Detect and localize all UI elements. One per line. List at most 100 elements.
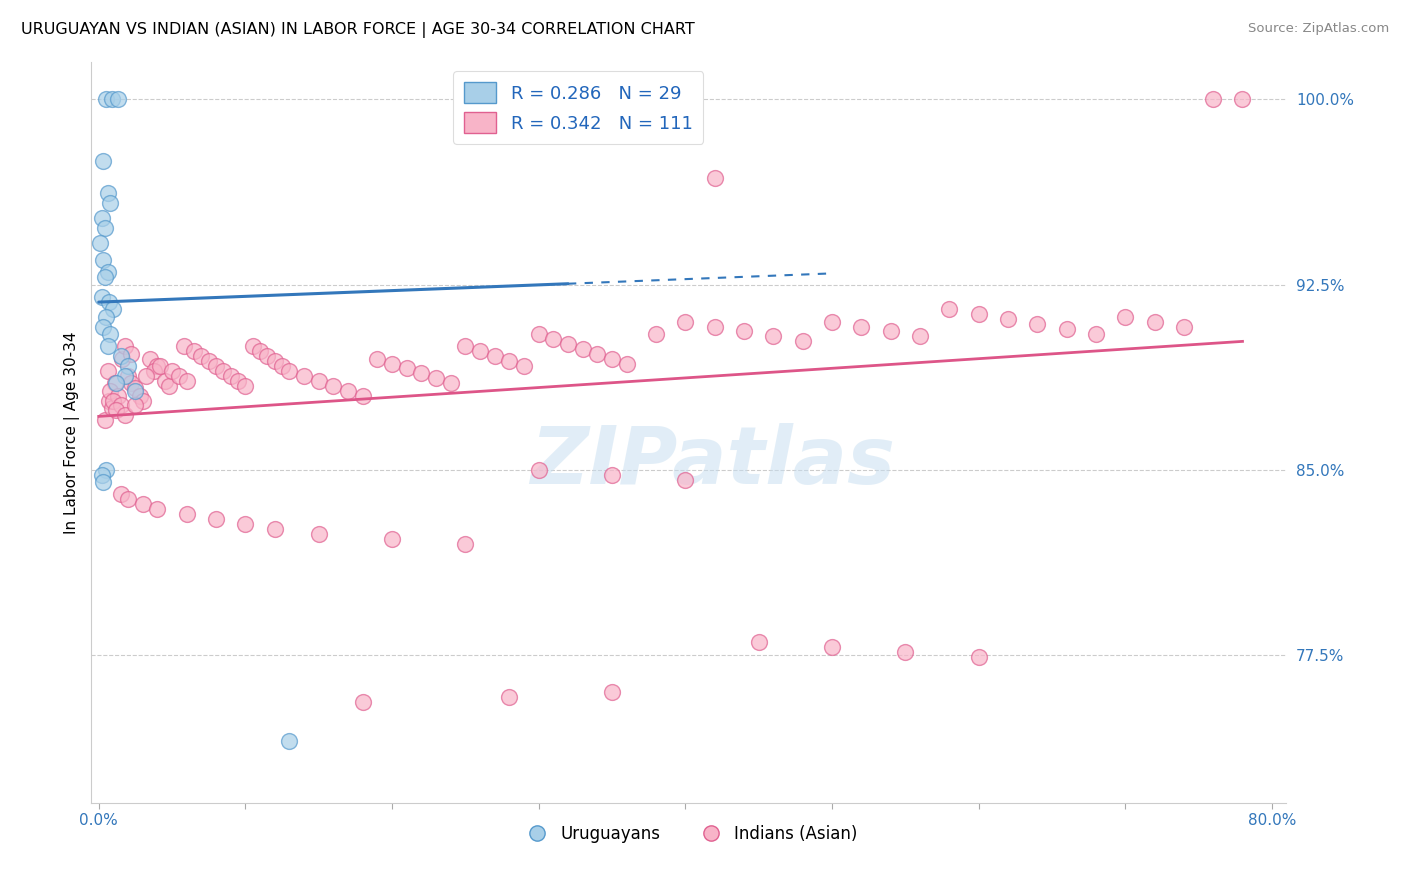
Point: [176, 374, 198, 388]
Point: [89, 235, 111, 250]
Point: [169, 368, 191, 383]
Point: [96, 364, 118, 378]
Point: [143, 364, 166, 378]
Point: [322, 378, 344, 392]
Point: [571, 342, 593, 356]
Point: [114, 368, 136, 383]
Point: [117, 368, 139, 383]
Point: [352, 388, 374, 402]
Point: [673, 314, 696, 328]
Point: [94, 92, 117, 106]
Point: [600, 351, 623, 366]
Point: [176, 507, 198, 521]
Point: [308, 374, 330, 388]
Text: URUGUAYAN VS INDIAN (ASIAN) IN LABOR FORCE | AGE 30-34 CORRELATION CHART: URUGUAYAN VS INDIAN (ASIAN) IN LABOR FOR…: [21, 22, 695, 38]
Point: [792, 334, 814, 349]
Point: [105, 403, 128, 417]
Point: [366, 351, 388, 366]
Point: [117, 492, 139, 507]
Point: [94, 310, 117, 324]
Point: [91, 319, 114, 334]
Point: [1173, 319, 1195, 334]
Point: [278, 734, 301, 748]
Point: [96, 265, 118, 279]
Point: [90, 467, 112, 482]
Point: [212, 364, 235, 378]
Point: [454, 339, 477, 353]
Point: [110, 487, 132, 501]
Point: [132, 393, 155, 408]
Point: [440, 376, 463, 391]
Point: [894, 645, 917, 659]
Point: [101, 401, 124, 415]
Point: [703, 171, 725, 186]
Point: [124, 399, 146, 413]
Point: [149, 359, 172, 373]
Point: [93, 220, 115, 235]
Point: [235, 378, 257, 392]
Point: [1114, 310, 1136, 324]
Point: [557, 92, 579, 106]
Point: [337, 384, 360, 398]
Point: [879, 325, 901, 339]
Point: [104, 376, 127, 391]
Point: [278, 364, 301, 378]
Point: [249, 344, 271, 359]
Y-axis label: In Labor Force | Age 30-34: In Labor Force | Age 30-34: [65, 331, 80, 534]
Point: [103, 393, 125, 408]
Point: [425, 371, 447, 385]
Point: [997, 312, 1019, 326]
Point: [498, 354, 520, 368]
Point: [101, 92, 124, 106]
Point: [411, 367, 433, 381]
Point: [395, 361, 418, 376]
Point: [111, 351, 134, 366]
Point: [586, 346, 609, 360]
Point: [673, 473, 696, 487]
Point: [292, 368, 315, 383]
Point: [908, 329, 931, 343]
Point: [94, 462, 117, 476]
Point: [91, 252, 114, 267]
Point: [110, 349, 132, 363]
Point: [1232, 92, 1254, 106]
Point: [352, 695, 374, 709]
Point: [1084, 326, 1107, 341]
Point: [748, 635, 770, 649]
Point: [107, 388, 129, 402]
Point: [498, 690, 520, 704]
Point: [381, 532, 404, 546]
Point: [190, 349, 212, 363]
Point: [153, 374, 176, 388]
Point: [308, 526, 330, 541]
Point: [1026, 317, 1049, 331]
Point: [91, 475, 114, 489]
Point: [93, 270, 115, 285]
Point: [600, 684, 623, 698]
Point: [513, 359, 536, 373]
Point: [135, 368, 157, 383]
Point: [173, 339, 195, 353]
Point: [96, 186, 118, 201]
Point: [1056, 322, 1078, 336]
Point: [967, 650, 990, 665]
Point: [271, 359, 294, 373]
Text: ZIPatlas: ZIPatlas: [530, 423, 896, 501]
Point: [114, 339, 136, 353]
Point: [527, 462, 550, 476]
Point: [90, 290, 112, 304]
Point: [263, 354, 285, 368]
Point: [851, 319, 873, 334]
Point: [381, 357, 404, 371]
Point: [454, 536, 477, 550]
Point: [205, 359, 228, 373]
Point: [543, 332, 565, 346]
Point: [120, 376, 142, 391]
Point: [139, 351, 162, 366]
Point: [600, 467, 623, 482]
Point: [938, 302, 960, 317]
Point: [120, 346, 142, 360]
Point: [527, 326, 550, 341]
Point: [197, 354, 219, 368]
Point: [205, 512, 228, 526]
